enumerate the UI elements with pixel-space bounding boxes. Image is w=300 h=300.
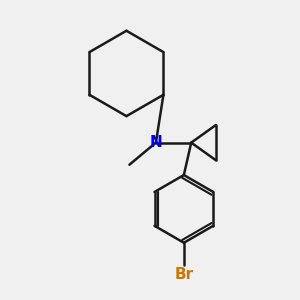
Text: N: N xyxy=(149,135,162,150)
Text: Br: Br xyxy=(174,267,194,282)
